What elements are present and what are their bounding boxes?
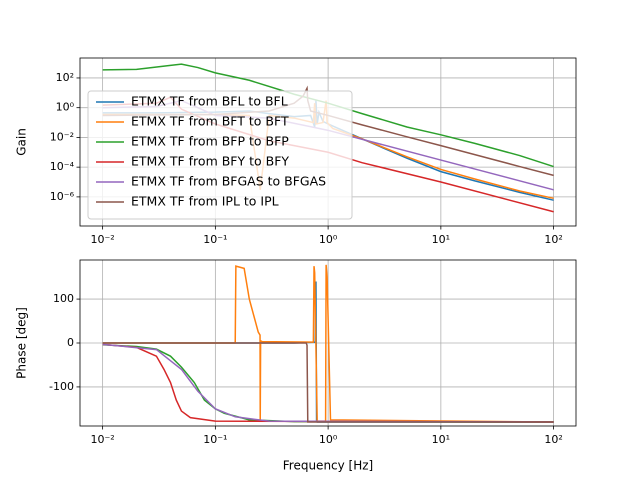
y-tick-label: 0 [67, 336, 74, 349]
plot-area [102, 264, 554, 423]
y-axis-label: Gain [15, 128, 29, 156]
x-axis-label: Frequency [Hz] [283, 459, 374, 473]
x-tick-label: 10¹ [432, 233, 450, 246]
y-tick-label: 10⁻² [50, 130, 74, 143]
series-line [102, 343, 554, 423]
x-tick-label: 10² [544, 433, 562, 446]
x-tick-label: 10⁻¹ [203, 233, 227, 246]
x-tick-label: 10⁻² [91, 433, 115, 446]
y-tick-label: 10⁰ [56, 101, 75, 114]
legend-label: ETMX TF from BFL to BFL [131, 94, 288, 109]
x-tick-label: 10¹ [432, 433, 450, 446]
x-tick-label: 10⁰ [319, 233, 338, 246]
axes-frame [79, 57, 577, 227]
x-tick-label: 10⁻¹ [203, 433, 227, 446]
legend-label: ETMX TF from BFY to BFY [131, 154, 289, 169]
y-tick-label: 10⁻⁴ [50, 160, 75, 173]
legend-label: ETMX TF from IPL to IPL [131, 194, 279, 209]
legend-label: ETMX TF from BFT to BFT [131, 114, 289, 129]
x-tick-label: 10² [544, 233, 562, 246]
series-line [102, 343, 554, 423]
x-tick-label: 10⁻² [91, 233, 115, 246]
legend-label: ETMX TF from BFGAS to BFGAS [131, 174, 326, 189]
axes-frame [79, 259, 577, 427]
x-tick-label: 10⁰ [319, 433, 338, 446]
y-tick-label: 10⁻⁶ [50, 190, 75, 203]
y-tick-label: 10² [56, 71, 74, 84]
series-line [102, 342, 554, 423]
y-tick-label: -100 [49, 380, 74, 393]
legend-box [87, 90, 353, 220]
y-tick-label: 100 [53, 292, 74, 305]
legend-label: ETMX TF from BFP to BFP [131, 134, 289, 149]
series-line [102, 264, 554, 423]
y-axis-label: Phase [deg] [15, 307, 29, 379]
